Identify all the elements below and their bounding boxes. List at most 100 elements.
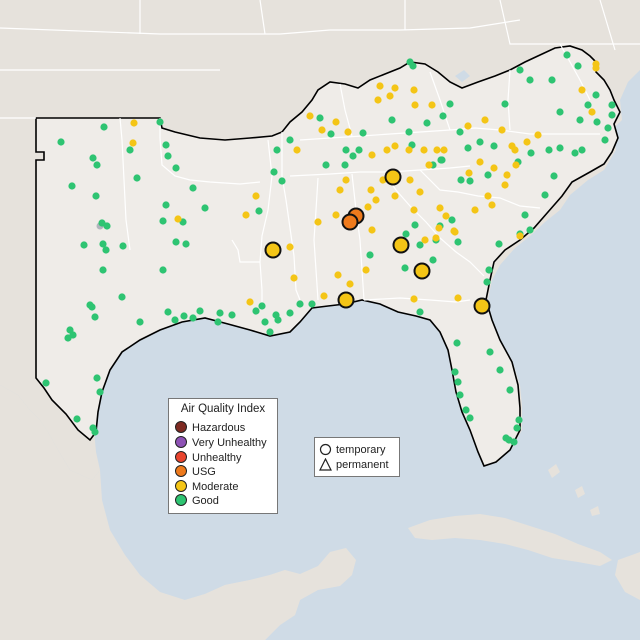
monitor-marker-good[interactable] xyxy=(550,172,558,180)
monitor-marker-good[interactable] xyxy=(608,111,616,119)
large-monitor-marker-usg[interactable] xyxy=(341,213,359,231)
monitor-marker-moderate[interactable] xyxy=(318,126,326,134)
monitor-marker-good[interactable] xyxy=(495,240,503,248)
monitor-marker-good[interactable] xyxy=(429,256,437,264)
monitor-marker-moderate[interactable] xyxy=(433,146,441,154)
monitor-marker-good[interactable] xyxy=(359,129,367,137)
monitor-marker-good[interactable] xyxy=(513,424,521,432)
monitor-marker-good[interactable] xyxy=(526,76,534,84)
monitor-marker-good[interactable] xyxy=(462,406,470,414)
monitor-marker-good[interactable] xyxy=(42,379,50,387)
monitor-marker-good[interactable] xyxy=(366,251,374,259)
monitor-marker-moderate[interactable] xyxy=(420,146,428,154)
monitor-marker-moderate[interactable] xyxy=(334,271,342,279)
monitor-marker-good[interactable] xyxy=(496,366,504,374)
monitor-marker-moderate[interactable] xyxy=(130,119,138,127)
aqi-markers[interactable] xyxy=(42,51,616,446)
monitor-marker-good[interactable] xyxy=(545,146,553,154)
monitor-marker-moderate[interactable] xyxy=(320,292,328,300)
monitor-marker-moderate[interactable] xyxy=(332,118,340,126)
monitor-marker-good[interactable] xyxy=(515,416,523,424)
monitor-marker-good[interactable] xyxy=(548,76,556,84)
monitor-marker-good[interactable] xyxy=(556,108,564,116)
monitor-marker-good[interactable] xyxy=(592,91,600,99)
monitor-marker-moderate[interactable] xyxy=(436,204,444,212)
monitor-marker-good[interactable] xyxy=(501,100,509,108)
monitor-marker-moderate[interactable] xyxy=(511,146,519,154)
large-monitor-marker-moderate[interactable] xyxy=(264,241,282,259)
monitor-marker-good[interactable] xyxy=(164,152,172,160)
monitor-marker-moderate[interactable] xyxy=(450,227,458,235)
monitor-marker-good[interactable] xyxy=(80,241,88,249)
monitor-marker-good[interactable] xyxy=(68,182,76,190)
monitor-marker-good[interactable] xyxy=(490,142,498,150)
large-monitor-marker-moderate[interactable] xyxy=(392,236,410,254)
monitor-marker-good[interactable] xyxy=(446,100,454,108)
monitor-marker-moderate[interactable] xyxy=(481,116,489,124)
monitor-marker-good[interactable] xyxy=(601,136,609,144)
monitor-marker-good[interactable] xyxy=(485,266,493,274)
monitor-marker-good[interactable] xyxy=(201,204,209,212)
monitor-marker-moderate[interactable] xyxy=(376,82,384,90)
monitor-marker-moderate[interactable] xyxy=(129,139,137,147)
monitor-marker-good[interactable] xyxy=(93,374,101,382)
monitor-marker-good[interactable] xyxy=(296,300,304,308)
monitor-marker-moderate[interactable] xyxy=(471,206,479,214)
monitor-marker-moderate[interactable] xyxy=(367,186,375,194)
monitor-marker-good[interactable] xyxy=(423,119,431,127)
monitor-marker-moderate[interactable] xyxy=(406,176,414,184)
monitor-marker-moderate[interactable] xyxy=(383,146,391,154)
monitor-marker-good[interactable] xyxy=(273,146,281,154)
monitor-marker-moderate[interactable] xyxy=(242,211,250,219)
monitor-marker-moderate[interactable] xyxy=(368,226,376,234)
monitor-marker-moderate[interactable] xyxy=(410,206,418,214)
monitor-marker-good[interactable] xyxy=(216,309,224,317)
monitor-marker-moderate[interactable] xyxy=(592,64,600,72)
monitor-marker-good[interactable] xyxy=(454,378,462,386)
monitor-marker-good[interactable] xyxy=(484,171,492,179)
monitor-marker-moderate[interactable] xyxy=(442,212,450,220)
monitor-marker-good[interactable] xyxy=(119,242,127,250)
monitor-marker-moderate[interactable] xyxy=(362,266,370,274)
monitor-marker-good[interactable] xyxy=(189,314,197,322)
monitor-marker-moderate[interactable] xyxy=(534,131,542,139)
monitor-marker-moderate[interactable] xyxy=(488,201,496,209)
monitor-marker-good[interactable] xyxy=(136,318,144,326)
monitor-marker-good[interactable] xyxy=(172,164,180,172)
monitor-marker-moderate[interactable] xyxy=(374,96,382,104)
large-monitor-marker-moderate[interactable] xyxy=(384,168,402,186)
monitor-marker-good[interactable] xyxy=(578,146,586,154)
large-monitor-marker-moderate[interactable] xyxy=(337,291,355,309)
monitor-marker-good[interactable] xyxy=(608,101,616,109)
monitor-marker-moderate[interactable] xyxy=(174,215,182,223)
monitor-marker-good[interactable] xyxy=(516,66,524,74)
monitor-marker-good[interactable] xyxy=(196,307,204,315)
monitor-marker-good[interactable] xyxy=(266,328,274,336)
monitor-marker-good[interactable] xyxy=(576,116,584,124)
monitor-marker-good[interactable] xyxy=(57,138,65,146)
monitor-marker-moderate[interactable] xyxy=(476,158,484,166)
monitor-marker-moderate[interactable] xyxy=(346,280,354,288)
monitor-marker-good[interactable] xyxy=(92,192,100,200)
monitor-marker-good[interactable] xyxy=(464,144,472,152)
monitor-marker-good[interactable] xyxy=(255,207,263,215)
monitor-marker-good[interactable] xyxy=(172,238,180,246)
monitor-marker-good[interactable] xyxy=(448,216,456,224)
monitor-marker-good[interactable] xyxy=(103,222,111,230)
monitor-marker-good[interactable] xyxy=(506,386,514,394)
monitor-marker-moderate[interactable] xyxy=(512,161,520,169)
monitor-marker-moderate[interactable] xyxy=(252,192,260,200)
monitor-marker-good[interactable] xyxy=(126,146,134,154)
monitor-marker-moderate[interactable] xyxy=(314,218,322,226)
monitor-marker-good[interactable] xyxy=(91,313,99,321)
monitor-marker-good[interactable] xyxy=(571,149,579,157)
monitor-marker-good[interactable] xyxy=(574,62,582,70)
monitor-marker-good[interactable] xyxy=(308,300,316,308)
monitor-marker-moderate[interactable] xyxy=(416,188,424,196)
monitor-marker-moderate[interactable] xyxy=(336,186,344,194)
monitor-marker-good[interactable] xyxy=(133,174,141,182)
monitor-marker-good[interactable] xyxy=(349,152,357,160)
monitor-marker-good[interactable] xyxy=(521,211,529,219)
monitor-marker-moderate[interactable] xyxy=(411,101,419,109)
monitor-marker-good[interactable] xyxy=(563,51,571,59)
